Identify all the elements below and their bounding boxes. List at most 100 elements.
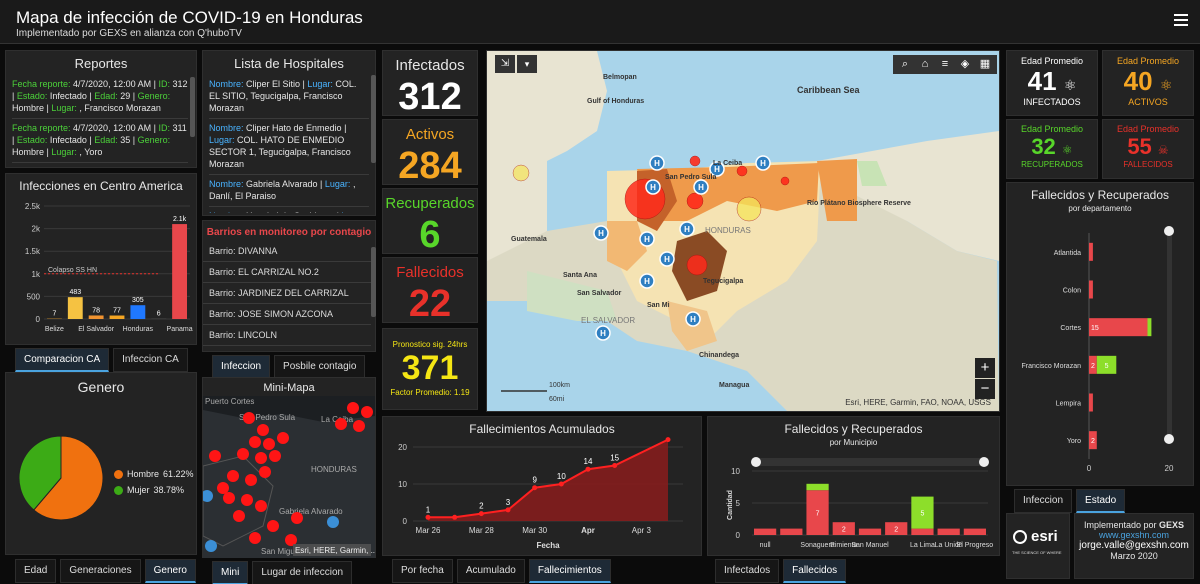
minimap-case-marker[interactable]	[361, 406, 373, 418]
departamento-bar-recuperados[interactable]	[1096, 355, 1117, 374]
list-icon[interactable]: ≡	[941, 58, 949, 70]
departamento-tab-1[interactable]: Estado	[1076, 489, 1126, 513]
zoom-out-button[interactable]: −	[975, 379, 995, 399]
departamento-bar-fallecidos[interactable]	[1089, 242, 1093, 261]
ca-bar[interactable]	[88, 315, 104, 319]
hospital-item[interactable]: Nombre: Cliper Hato de Enmedio | Lugar: …	[209, 119, 369, 175]
barrios-list[interactable]: Barrio: DIVANNA Barrio: EL CARRIZAL NO.2 B…	[203, 241, 371, 351]
basemap-gallery-icon[interactable]: ▦	[979, 58, 991, 70]
select-tool-icon[interactable]: ⇲	[495, 55, 515, 73]
municipio-bar-fallecidos[interactable]	[832, 522, 855, 535]
map-hospital-icon[interactable]	[649, 155, 665, 171]
ca-bar[interactable]	[109, 315, 125, 319]
line-point[interactable]	[585, 466, 591, 472]
map-hospital-icon[interactable]	[645, 179, 661, 195]
minimap-case-marker[interactable]	[291, 512, 303, 524]
map-hospital-icon[interactable]	[639, 231, 655, 247]
minimap-case-marker[interactable]	[269, 450, 281, 462]
departamento-slider-handle-top[interactable]	[1164, 226, 1174, 236]
municipio-bar-fallecidos[interactable]	[858, 528, 882, 535]
barrio-item[interactable]: Barrio: DIVANNA	[203, 241, 371, 262]
ca-bar[interactable]	[172, 224, 187, 319]
fallecimientos-tab-1[interactable]: Acumulado	[456, 559, 525, 583]
genero-tab-0[interactable]: Edad	[15, 559, 57, 583]
line-point[interactable]	[665, 437, 671, 443]
map-hospital-icon[interactable]	[593, 225, 609, 241]
municipio-bar-fallecidos[interactable]	[911, 528, 934, 535]
report-item[interactable]: Fecha reporte: 4/7/2020, 12:00 AM | ID: …	[12, 163, 188, 165]
ca-tab-1[interactable]: Infeccion CA	[113, 348, 188, 372]
dropdown-chevron-icon[interactable]: ▾	[517, 55, 537, 73]
hospital-item[interactable]: Nombre: Gabriela Alvarado | Lugar: , Dan…	[209, 175, 369, 207]
minimap-case-marker[interactable]	[227, 470, 239, 482]
barrio-item[interactable]: Barrio: LOMAS DEL GUIJARRO	[203, 346, 371, 351]
barrio-item[interactable]: Barrio: EL CARRIZAL NO.2	[203, 262, 371, 283]
map-hospital-icon[interactable]	[693, 179, 709, 195]
departamento-bar-fallecidos[interactable]	[1089, 355, 1097, 374]
municipio-slider-handle-right[interactable]	[979, 457, 989, 467]
hospitales-scrollbar[interactable]	[371, 75, 376, 163]
credits-web-link[interactable]: www.gexshn.com	[1098, 530, 1170, 540]
barrios-tab-0[interactable]: Infeccion	[212, 355, 271, 379]
hospital-item[interactable]: Nombre: Hospital de Occidente | Lugar: C…	[209, 207, 369, 213]
minimap-case-marker[interactable]	[347, 402, 359, 414]
genero-tab-2[interactable]: Genero	[144, 559, 196, 583]
line-point[interactable]	[532, 485, 538, 491]
minimap-case-marker[interactable]	[335, 418, 347, 430]
map-case-circle[interactable]	[780, 176, 790, 186]
line-point[interactable]	[452, 514, 458, 520]
minimap-case-marker[interactable]	[277, 432, 289, 444]
departamento-bar-fallecidos[interactable]	[1089, 431, 1097, 450]
municipio-bar-recuperados[interactable]	[911, 496, 934, 529]
report-item[interactable]: Fecha reporte: 4/7/2020, 12:00 AM | ID: …	[12, 119, 188, 163]
departamento-bar-fallecidos[interactable]	[1089, 280, 1093, 299]
departamento-bar-recuperados[interactable]	[1147, 318, 1152, 337]
minimap-case-marker[interactable]	[243, 412, 255, 424]
departamento-slider-handle-bottom[interactable]	[1164, 434, 1174, 444]
minimap-hospital-icon[interactable]	[203, 490, 213, 502]
fallecimientos-tab-2[interactable]: Fallecimientos	[528, 559, 611, 583]
municipio-bar-fallecidos[interactable]	[885, 522, 908, 535]
map-case-circle[interactable]	[512, 164, 530, 182]
minimap-case-marker[interactable]	[263, 438, 275, 450]
municipio-bar-fallecidos[interactable]	[937, 528, 960, 535]
minimap-case-marker[interactable]	[237, 448, 249, 460]
reportes-scrollbar[interactable]	[190, 77, 195, 137]
main-map-canvas[interactable]: H H H H H H H H H H H H Belmopan Gulf of Honduras La C…	[487, 51, 999, 411]
ca-bar[interactable]	[67, 297, 83, 319]
minimap-case-marker[interactable]	[209, 450, 221, 462]
municipio-bar-fallecidos[interactable]	[806, 490, 829, 535]
minimap-case-marker[interactable]	[257, 424, 269, 436]
map-case-circle[interactable]	[686, 254, 708, 276]
line-point[interactable]	[478, 511, 484, 517]
barrio-item[interactable]: Barrio: JOSE SIMON AZCONA	[203, 304, 371, 325]
hospitales-list[interactable]: Nombre: Cliper El Sitio | Lugar: COL. EL…	[209, 75, 369, 213]
map-hospital-icon[interactable]	[679, 221, 695, 237]
credits-email[interactable]: jorge.valle@gexshn.com	[1079, 540, 1189, 551]
minimap-case-marker[interactable]	[217, 482, 229, 494]
pie-slice-mujer[interactable]	[18, 435, 62, 511]
municipio-bar-fallecidos[interactable]	[780, 528, 803, 535]
minimap-case-marker[interactable]	[285, 534, 297, 546]
municipio-range-slider[interactable]	[752, 458, 988, 466]
layers-icon[interactable]: ◈	[960, 58, 970, 70]
barrio-item[interactable]: Barrio: LINCOLN	[203, 325, 371, 346]
report-item[interactable]: Fecha reporte: 4/7/2020, 12:00 AM | ID: …	[12, 75, 188, 119]
ca-tab-0[interactable]: Comparacion CA	[15, 348, 110, 372]
minimap-case-marker[interactable]	[233, 510, 245, 522]
minimap-case-marker[interactable]	[353, 420, 365, 432]
main-map[interactable]: H H H H H H H H H H H H Belmopan Gulf of Honduras La C…	[486, 50, 1000, 412]
municipio-slider-handle-left[interactable]	[751, 457, 761, 467]
municipio-bar-fallecidos[interactable]	[963, 528, 986, 535]
barrios-tab-1[interactable]: Posbile contagio	[274, 355, 366, 379]
search-icon[interactable]: ⌕	[901, 58, 909, 70]
departamento-bar-fallecidos[interactable]	[1089, 393, 1093, 412]
map-hospital-icon[interactable]	[685, 311, 701, 327]
mini-tab-0[interactable]: Mini	[212, 561, 249, 584]
departamento-bar-fallecidos[interactable]	[1089, 318, 1148, 337]
zoom-in-button[interactable]: +	[975, 358, 995, 378]
map-case-circle[interactable]	[689, 155, 701, 167]
map-hospital-icon[interactable]	[709, 161, 725, 177]
minimap-hospital-icon[interactable]	[327, 516, 339, 528]
